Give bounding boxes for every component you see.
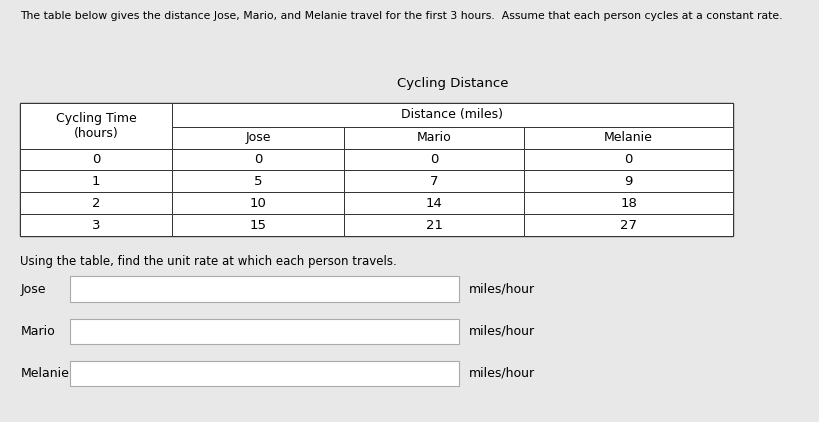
Text: Mario: Mario <box>417 131 451 144</box>
Text: 0: 0 <box>254 153 262 166</box>
Text: 21: 21 <box>426 219 442 232</box>
Text: Melanie: Melanie <box>20 367 70 380</box>
Text: 5: 5 <box>254 175 262 188</box>
Text: 2: 2 <box>92 197 101 210</box>
Text: 0: 0 <box>92 153 101 166</box>
Text: Distance (miles): Distance (miles) <box>401 108 504 122</box>
Text: 1: 1 <box>92 175 101 188</box>
Text: Mario: Mario <box>20 325 55 338</box>
Text: 7: 7 <box>430 175 438 188</box>
Text: 10: 10 <box>250 197 266 210</box>
Text: Jose: Jose <box>245 131 271 144</box>
Text: 15: 15 <box>250 219 266 232</box>
Text: 18: 18 <box>620 197 637 210</box>
Text: 14: 14 <box>426 197 442 210</box>
Text: miles/hour: miles/hour <box>468 367 535 380</box>
Text: miles/hour: miles/hour <box>468 283 535 295</box>
Text: Cycling Distance: Cycling Distance <box>396 77 509 90</box>
Text: Jose: Jose <box>20 283 46 295</box>
Text: 0: 0 <box>624 153 633 166</box>
Text: 0: 0 <box>430 153 438 166</box>
Text: Using the table, find the unit rate at which each person travels.: Using the table, find the unit rate at w… <box>20 255 397 268</box>
Text: 27: 27 <box>620 219 637 232</box>
Text: 9: 9 <box>624 175 633 188</box>
Text: The table below gives the distance Jose, Mario, and Melanie travel for the first: The table below gives the distance Jose,… <box>20 11 783 21</box>
Text: Cycling Time
(hours): Cycling Time (hours) <box>56 112 137 140</box>
Text: 3: 3 <box>92 219 101 232</box>
Text: Melanie: Melanie <box>604 131 653 144</box>
Text: miles/hour: miles/hour <box>468 325 535 338</box>
